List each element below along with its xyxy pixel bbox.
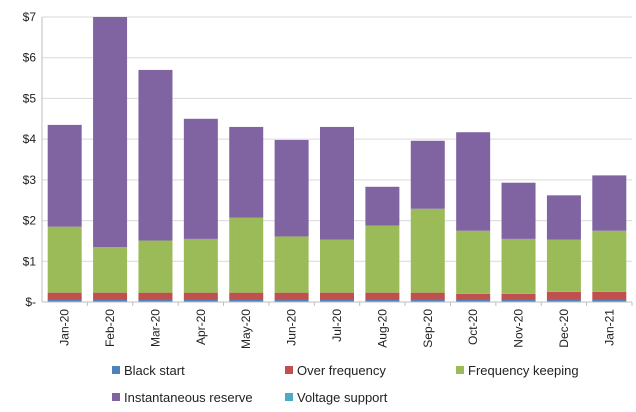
legend-swatch	[285, 393, 293, 401]
bar-segment	[456, 299, 491, 302]
y-axis: $- $1 $2 $3 $4 $5 $6 $7	[23, 10, 43, 309]
x-tick-label: Jul-20	[330, 309, 344, 342]
y-tick-label: $3	[23, 173, 37, 187]
bar-segment	[456, 132, 491, 231]
bar-segment	[138, 240, 173, 293]
bar-segment	[365, 186, 400, 226]
legend-swatch	[112, 393, 120, 401]
bar-segment	[501, 299, 536, 302]
legend-label: Black start	[124, 363, 185, 378]
bar-segment	[93, 299, 128, 302]
x-tick-label: Mar-20	[148, 309, 162, 347]
bar-segment	[93, 247, 128, 293]
y-tick-label: $5	[23, 91, 37, 105]
x-tick-label: Feb-20	[103, 309, 117, 347]
y-tick-label: $2	[23, 214, 37, 228]
bar-segment	[501, 182, 536, 239]
x-tick-label: Dec-20	[557, 309, 571, 348]
bar-segment	[592, 299, 627, 302]
bar-segment	[592, 175, 627, 231]
bar-segment	[47, 226, 82, 293]
x-tick-label: May-20	[239, 309, 253, 349]
x-axis: Jan-20 Feb-20 Mar-20 Apr-20 May-20 Jun-20 Jul-…	[42, 301, 633, 349]
bar-segment	[410, 208, 445, 293]
legend-item: Frequency keeping	[456, 363, 579, 378]
bar-segment	[365, 225, 400, 293]
x-tick-label: Oct-20	[466, 309, 480, 345]
legend-item: Instantaneous reserve	[112, 390, 253, 405]
bar-segment	[47, 124, 82, 227]
bar-segment	[546, 195, 581, 240]
legend-swatch	[285, 366, 293, 374]
bar-segment	[410, 299, 445, 302]
y-tick-label: $-	[25, 295, 36, 309]
bar-segment	[138, 299, 173, 302]
bar-segment	[410, 292, 445, 300]
x-tick-label: Aug-20	[375, 309, 389, 348]
x-tick-label: Sep-20	[421, 309, 435, 348]
bar-segment	[546, 239, 581, 292]
bar-segment	[274, 299, 309, 302]
legend-label: Voltage support	[297, 390, 388, 405]
x-tick-label: Apr-20	[194, 309, 208, 345]
x-tick-label: Jan-20	[58, 309, 72, 346]
bar-segment	[229, 126, 264, 218]
legend-swatch	[456, 366, 464, 374]
bar-segment	[410, 140, 445, 209]
x-tick-label: Nov-20	[512, 309, 526, 348]
bar-segment	[229, 292, 264, 300]
bar-segment	[456, 230, 491, 294]
bar-segment	[320, 239, 354, 293]
legend-item: Black start	[112, 363, 185, 378]
x-tick-label: Jun-20	[285, 309, 299, 346]
bar-segment	[320, 292, 354, 300]
x-tick-label: Jan-21	[602, 309, 616, 346]
legend-item: Voltage support	[285, 390, 388, 405]
bar-segment	[229, 299, 264, 302]
bar-segment	[183, 292, 218, 300]
legend-label: Frequency keeping	[468, 363, 579, 378]
bar-segment	[274, 139, 309, 237]
y-tick-label: $1	[23, 254, 37, 268]
bar-segment	[592, 291, 627, 300]
bar-segment	[229, 217, 264, 293]
bar-segment	[274, 292, 309, 300]
bar-segment	[47, 292, 82, 300]
y-tick-label: $7	[23, 10, 37, 24]
legend-label: Instantaneous reserve	[124, 390, 253, 405]
bar-segment	[274, 236, 309, 293]
bar-segment	[138, 292, 173, 300]
legend-label: Over frequency	[297, 363, 386, 378]
bar-segment	[93, 17, 128, 248]
bar-segment	[501, 293, 536, 300]
bar-segment	[592, 230, 627, 292]
bar-segment	[183, 118, 218, 239]
bar-segment	[546, 299, 581, 302]
bar-segment	[320, 126, 354, 240]
bar-segment	[93, 292, 128, 300]
legend: Black start Over frequency Frequency keepi…	[112, 363, 579, 405]
legend-swatch	[112, 366, 120, 374]
legend-item: Over frequency	[285, 363, 386, 378]
bar-segment	[365, 292, 400, 300]
bar-segment	[365, 299, 400, 302]
bar-segment	[501, 238, 536, 294]
y-tick-label: $6	[23, 51, 37, 65]
bar-segment	[320, 299, 354, 302]
bar-segment	[546, 291, 581, 300]
bar-segment	[47, 299, 82, 302]
bar-segment	[183, 299, 218, 302]
y-tick-label: $4	[23, 132, 37, 146]
bar-segment	[456, 293, 491, 300]
bar-segment	[138, 69, 173, 241]
bars	[47, 17, 627, 302]
bar-segment	[183, 238, 218, 293]
